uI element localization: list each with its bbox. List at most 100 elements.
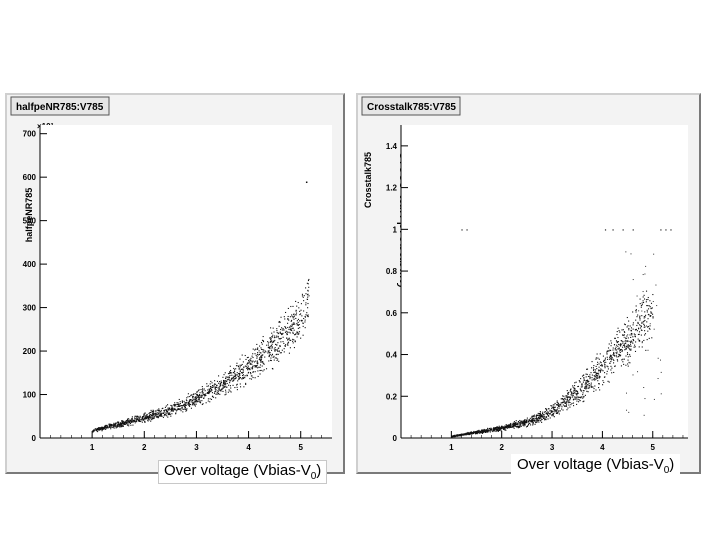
data-point bbox=[530, 424, 532, 426]
data-point bbox=[586, 381, 588, 383]
data-point bbox=[223, 383, 225, 385]
data-point bbox=[647, 305, 649, 307]
data-point bbox=[263, 363, 265, 365]
data-point bbox=[277, 353, 279, 355]
data-point bbox=[628, 347, 630, 349]
data-point bbox=[504, 429, 506, 431]
data-point bbox=[545, 419, 547, 421]
data-point bbox=[451, 436, 454, 438]
data-point bbox=[493, 429, 495, 431]
data-point bbox=[292, 338, 294, 340]
data-point bbox=[110, 423, 113, 426]
data-point bbox=[109, 426, 111, 428]
data-point bbox=[129, 420, 131, 422]
data-point bbox=[539, 413, 541, 415]
data-point bbox=[641, 329, 643, 332]
data-point bbox=[535, 416, 537, 418]
data-point bbox=[263, 352, 265, 354]
data-point bbox=[534, 419, 536, 421]
data-point bbox=[628, 361, 630, 363]
data-point bbox=[504, 425, 506, 427]
data-point bbox=[260, 356, 262, 358]
data-point bbox=[94, 429, 96, 431]
data-point bbox=[630, 341, 632, 343]
data-point bbox=[285, 327, 287, 330]
data-point bbox=[495, 428, 497, 430]
data-point bbox=[512, 426, 514, 428]
data-point bbox=[305, 293, 307, 295]
data-point bbox=[271, 354, 273, 356]
data-point bbox=[537, 419, 539, 421]
data-point bbox=[268, 350, 270, 352]
data-point bbox=[635, 341, 637, 343]
data-point bbox=[301, 315, 303, 317]
data-point bbox=[188, 402, 190, 404]
data-point bbox=[293, 329, 295, 331]
data-point bbox=[238, 368, 240, 370]
data-point bbox=[136, 416, 138, 418]
data-point bbox=[537, 414, 539, 416]
data-point bbox=[538, 417, 540, 419]
data-point bbox=[456, 435, 458, 437]
data-point bbox=[640, 306, 642, 308]
data-point bbox=[625, 251, 627, 253]
data-point bbox=[224, 386, 226, 388]
data-point bbox=[496, 426, 498, 428]
data-point bbox=[154, 413, 156, 415]
data-point bbox=[508, 425, 510, 427]
data-point bbox=[581, 386, 583, 388]
data-point bbox=[263, 369, 265, 371]
data-point bbox=[116, 422, 118, 424]
data-point bbox=[477, 432, 479, 434]
data-point bbox=[214, 386, 216, 388]
data-point bbox=[238, 372, 241, 374]
data-point bbox=[211, 395, 214, 397]
data-point bbox=[619, 331, 621, 333]
data-point bbox=[256, 353, 259, 355]
data-point bbox=[513, 425, 516, 427]
data-point bbox=[267, 342, 270, 344]
data-point bbox=[270, 337, 272, 339]
data-point bbox=[603, 360, 605, 363]
data-point bbox=[626, 344, 628, 346]
data-point bbox=[118, 421, 120, 423]
data-point bbox=[507, 427, 509, 429]
data-point bbox=[232, 376, 235, 378]
data-point bbox=[171, 407, 173, 409]
data-point bbox=[202, 389, 204, 391]
data-point bbox=[177, 408, 179, 411]
data-point bbox=[147, 416, 149, 419]
data-point bbox=[612, 358, 614, 360]
data-point bbox=[188, 403, 190, 405]
data-point bbox=[112, 424, 114, 426]
data-point bbox=[279, 321, 281, 324]
crosstalk-scatter-plot: Crosstalk785:V785 Crosstalk785 Cross-tal… bbox=[361, 96, 688, 452]
data-point bbox=[660, 359, 662, 361]
data-point bbox=[646, 309, 648, 311]
data-point bbox=[502, 427, 504, 429]
data-point bbox=[543, 417, 545, 419]
data-point bbox=[256, 362, 258, 365]
data-point bbox=[551, 405, 553, 407]
data-point bbox=[567, 392, 569, 394]
data-point bbox=[297, 321, 299, 323]
data-point bbox=[500, 427, 502, 429]
data-point bbox=[630, 348, 632, 350]
data-point bbox=[281, 327, 283, 329]
data-point bbox=[143, 413, 145, 415]
data-point bbox=[223, 385, 225, 387]
data-point bbox=[539, 414, 541, 416]
data-point bbox=[570, 394, 572, 396]
data-point bbox=[181, 401, 184, 404]
data-point bbox=[215, 393, 217, 395]
data-point bbox=[586, 386, 588, 388]
data-point bbox=[556, 410, 558, 412]
data-point bbox=[287, 315, 289, 318]
data-point bbox=[224, 381, 226, 383]
data-point bbox=[598, 373, 600, 375]
data-point bbox=[225, 376, 227, 378]
data-point bbox=[160, 415, 162, 417]
data-point bbox=[576, 400, 578, 402]
data-point bbox=[203, 393, 205, 395]
data-point bbox=[92, 431, 94, 433]
